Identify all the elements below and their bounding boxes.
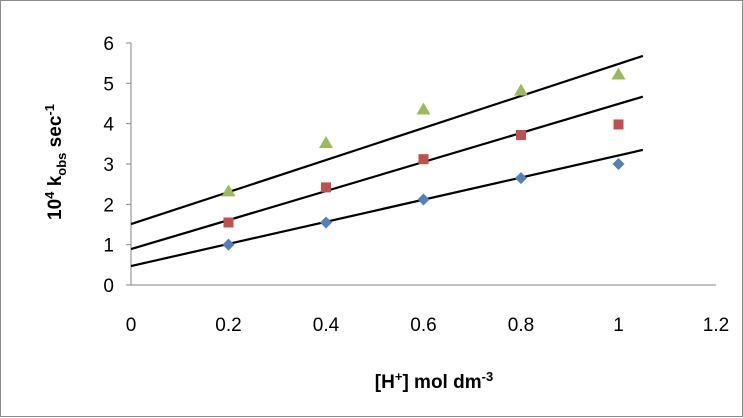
x-tick-label: 0: [126, 315, 137, 336]
diamond-point: [612, 158, 625, 170]
x-tick-labels: 0 0.2 0.4 0.6 0.8 1 1.2: [126, 315, 730, 336]
triangle-point: [221, 184, 236, 197]
square-point: [516, 129, 526, 140]
triangle-point: [319, 136, 333, 149]
y-tick-label: 5: [103, 74, 114, 95]
x-tick-label: 0.6: [410, 315, 436, 336]
trendline-square: [130, 95, 644, 251]
trendline-triangle: [130, 54, 644, 226]
y-tick-label: 1: [103, 236, 114, 257]
triangle-point: [514, 83, 528, 96]
y-tick-label: 6: [103, 34, 114, 55]
triangle-point: [611, 67, 626, 80]
y-tick-label: 0: [103, 276, 114, 297]
y-tick-label: 2: [103, 195, 114, 216]
diamond-point: [515, 172, 527, 185]
diamond-point: [222, 238, 235, 251]
triangle-point: [416, 102, 431, 115]
y-tick-label: 3: [103, 155, 114, 176]
x-axis-title: [H+] mol dm-3: [375, 369, 493, 393]
diamond-point: [417, 193, 430, 206]
data-points: [221, 67, 626, 251]
y-tick-labels: 0 1 2 3 4 5 6: [103, 34, 131, 297]
square-point: [321, 182, 331, 193]
square-point: [613, 119, 624, 130]
x-tick-label: 1: [613, 315, 624, 336]
diamond-point: [320, 216, 332, 229]
x-tick-label: 0.4: [313, 315, 340, 336]
square-point: [418, 154, 429, 165]
x-tick-label: 1.2: [703, 315, 729, 336]
y-tick-label: 4: [103, 115, 114, 136]
square-point: [223, 217, 234, 228]
trendline-diamond: [130, 148, 644, 268]
x-tick-label: 0.8: [508, 315, 534, 336]
x-tick-label: 0.2: [215, 315, 241, 336]
y-axis-title: 104 kobs sec-1: [42, 104, 69, 220]
trendlines: [130, 54, 644, 268]
